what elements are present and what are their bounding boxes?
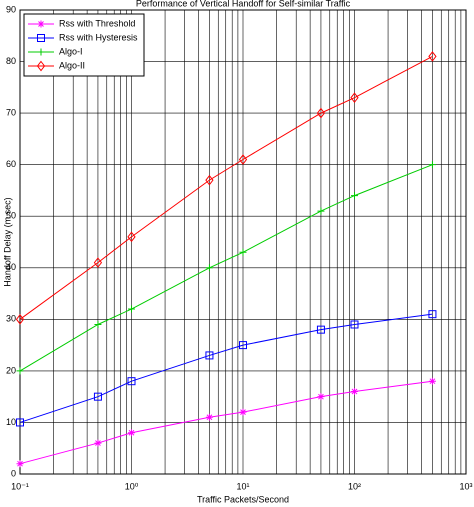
- legend-label: Algo-II: [59, 60, 85, 70]
- series-line: [19, 55, 433, 320]
- y-tick-label: 70: [6, 107, 16, 117]
- y-tick-label: 0: [11, 468, 16, 478]
- x-axis-label: Traffic Packets/Second: [197, 494, 289, 504]
- marker: [238, 154, 248, 165]
- marker: [37, 34, 45, 42]
- marker: [351, 388, 358, 396]
- marker: [350, 320, 359, 329]
- series-line: [19, 380, 433, 465]
- y-tick-label: 20: [6, 365, 16, 375]
- marker: [127, 377, 136, 386]
- marker: [239, 341, 247, 350]
- y-tick-label: 90: [6, 4, 16, 14]
- marker: [317, 207, 325, 215]
- chart-title: Performance of Vertical Handoff for Self…: [136, 0, 351, 8]
- marker: [239, 408, 247, 416]
- y-tick-label: 80: [6, 56, 16, 66]
- marker: [16, 367, 24, 375]
- x-tick-label: 10⁻¹: [11, 481, 29, 491]
- marker: [317, 393, 325, 401]
- series-line: [19, 313, 433, 423]
- marker: [205, 264, 213, 272]
- marker: [93, 257, 103, 268]
- marker: [37, 20, 45, 28]
- marker: [428, 161, 436, 169]
- y-tick-label: 40: [6, 262, 16, 272]
- series-line: [19, 164, 433, 372]
- y-tick-label: 30: [6, 314, 16, 324]
- y-tick-label: 50: [6, 211, 16, 221]
- marker: [94, 320, 102, 328]
- marker: [428, 51, 437, 62]
- marker: [239, 248, 247, 256]
- marker: [350, 92, 359, 103]
- marker: [428, 377, 436, 385]
- legend-label: Algo-I: [59, 46, 83, 56]
- plot-frame: [19, 9, 467, 475]
- marker: [15, 314, 25, 325]
- legend-label: Rss with Hysteresis: [59, 32, 138, 42]
- marker: [128, 305, 135, 313]
- marker: [428, 310, 437, 319]
- legend-label: Rss with Threshold: [59, 18, 135, 28]
- marker: [205, 413, 213, 421]
- marker: [93, 392, 102, 401]
- y-axis-label: Handoff Delay (m sec): [2, 197, 12, 286]
- x-tick-label: 10⁰: [125, 481, 139, 491]
- marker: [205, 351, 214, 360]
- x-tick-label: 10³: [459, 481, 472, 491]
- y-tick-label: 60: [6, 159, 16, 169]
- y-tick-label: 10: [6, 417, 16, 427]
- marker: [205, 174, 214, 186]
- marker: [128, 429, 135, 437]
- x-tick-label: 10²: [348, 481, 361, 491]
- marker: [16, 418, 24, 427]
- marker: [127, 231, 136, 243]
- marker: [16, 460, 24, 468]
- x-tick-label: 10¹: [236, 481, 249, 491]
- marker: [36, 60, 46, 72]
- marker: [351, 192, 358, 200]
- marker: [94, 439, 102, 447]
- marker: [316, 325, 325, 334]
- marker: [316, 107, 326, 119]
- marker: [37, 48, 45, 56]
